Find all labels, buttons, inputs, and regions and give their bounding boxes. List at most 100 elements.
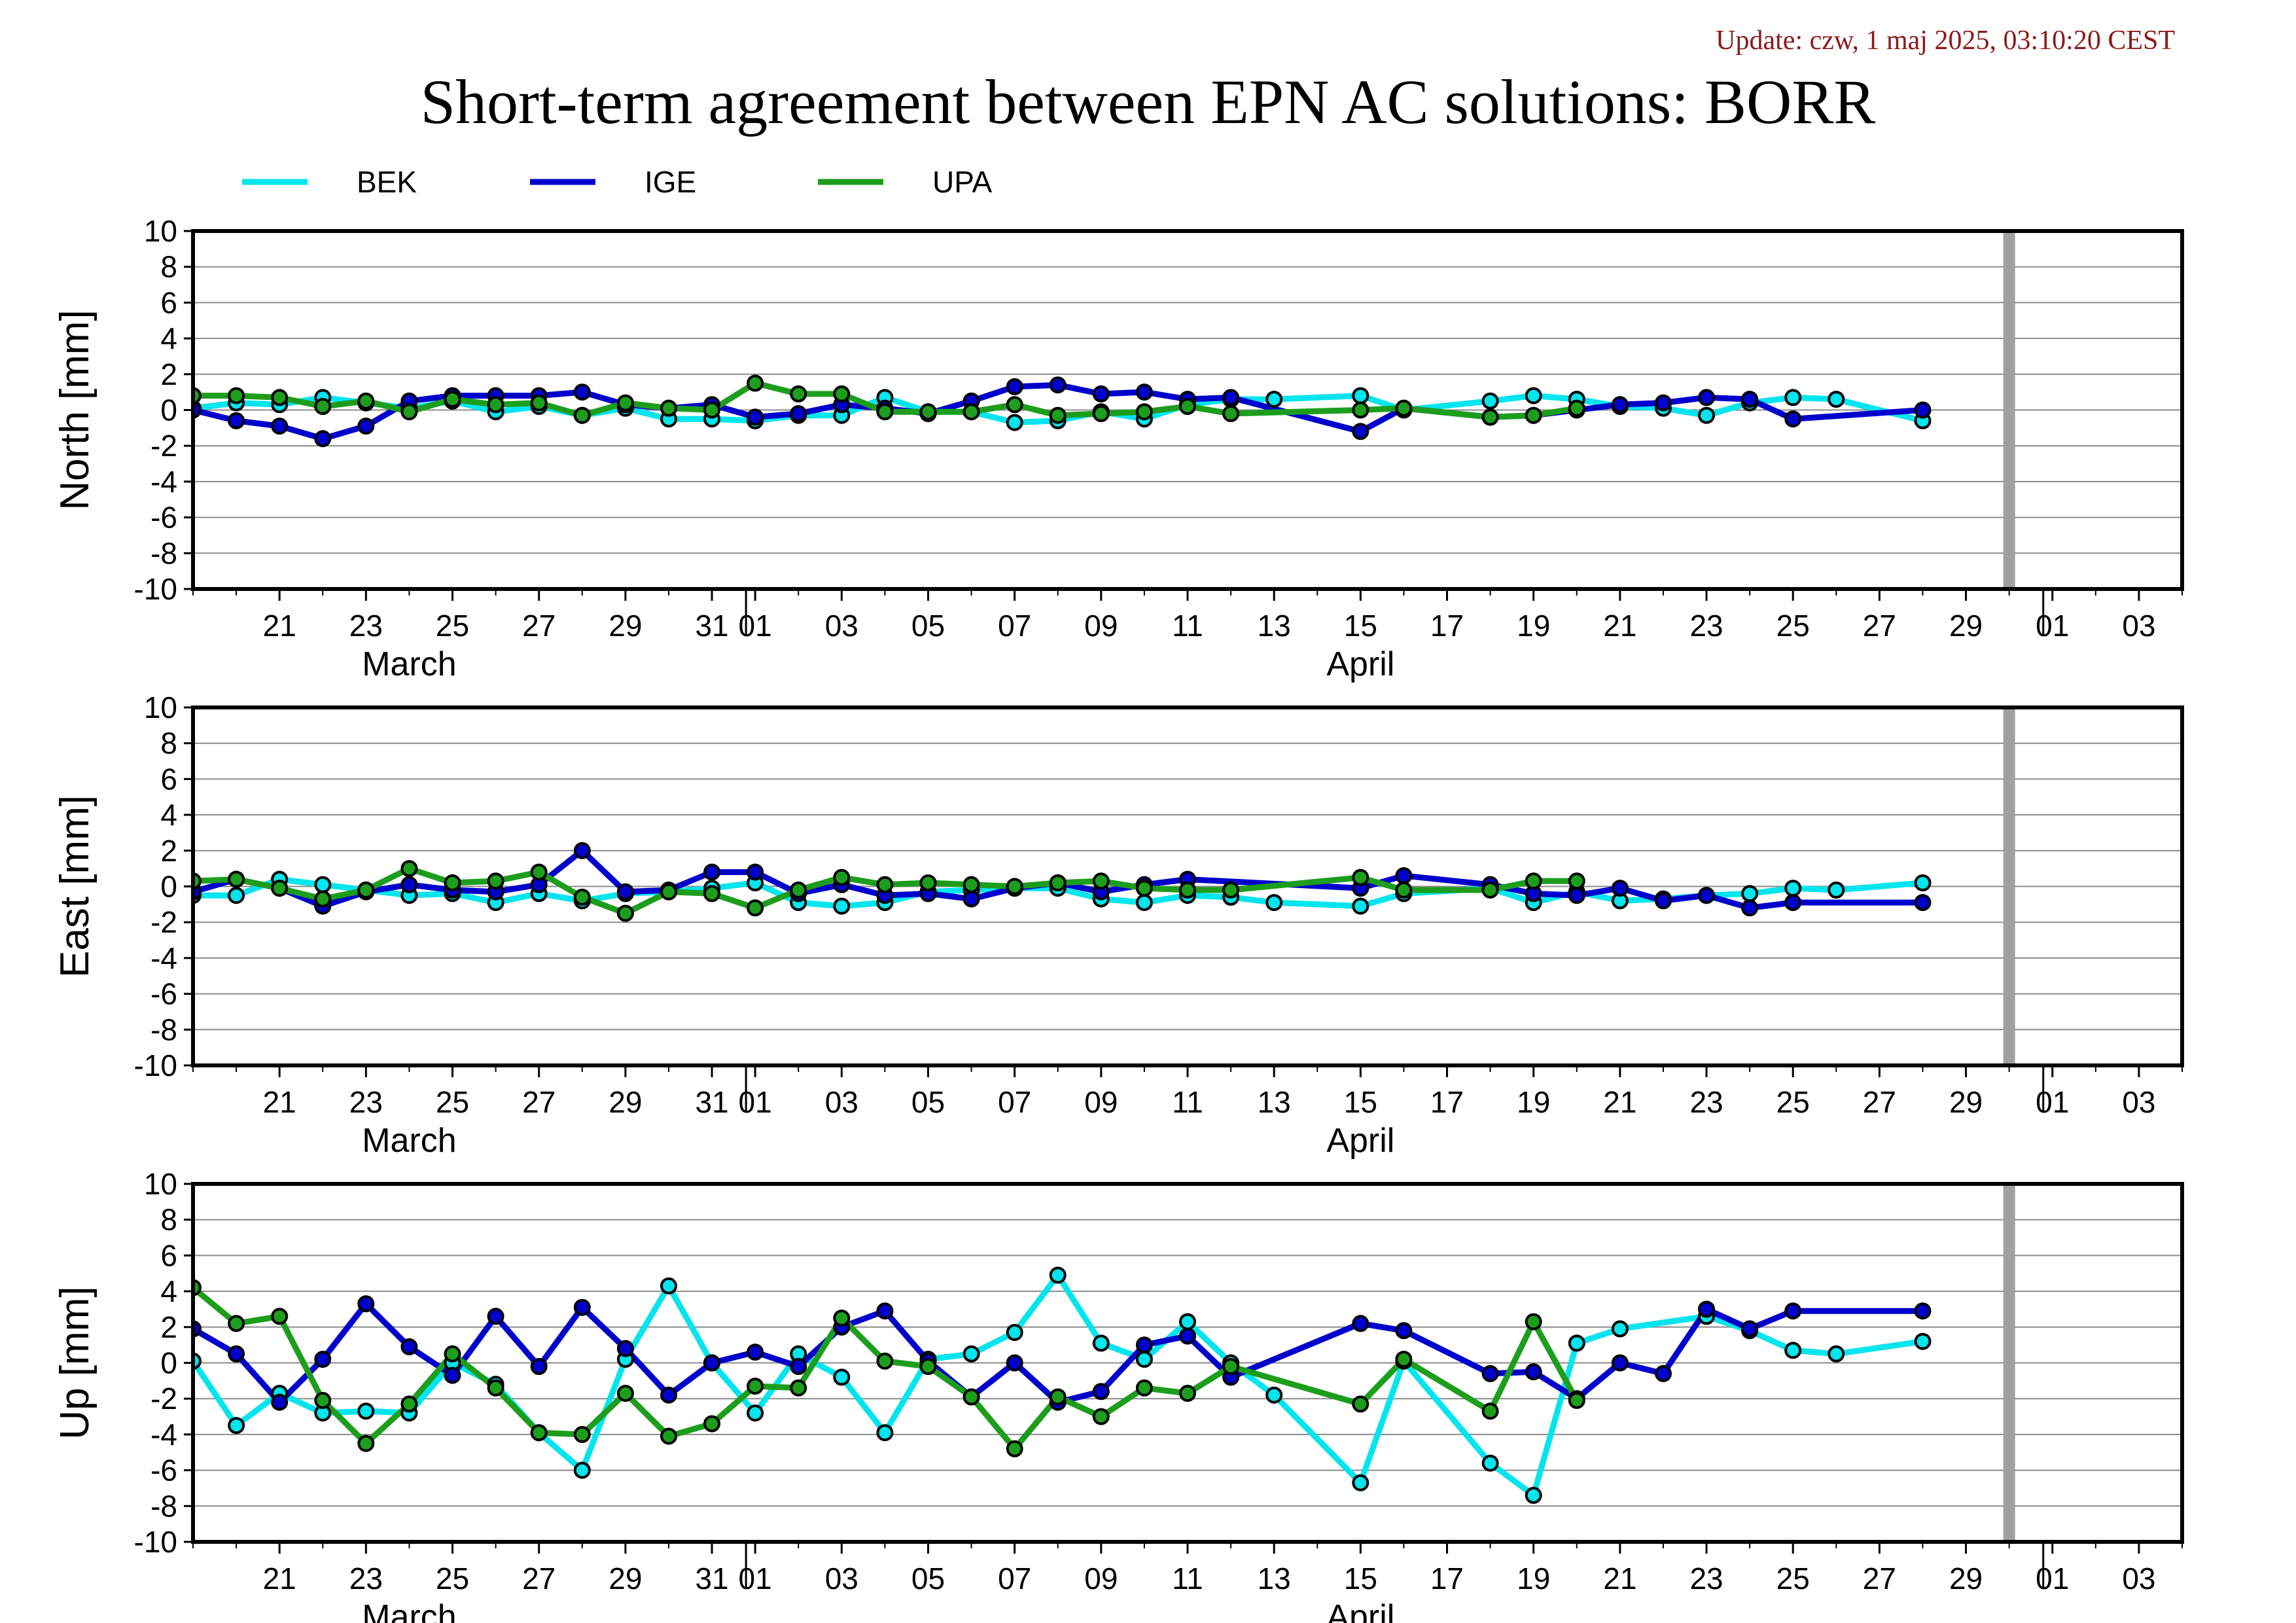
data-point-upa: [1352, 868, 1369, 886]
data-point-bek: [1784, 1342, 1802, 1359]
data-point-upa: [963, 1388, 980, 1406]
data-point-upa: [790, 882, 807, 899]
data-point-upa: [833, 1310, 851, 1327]
x-tick-label: 11: [1172, 1085, 1203, 1119]
y-tick-label: -8: [150, 1489, 177, 1523]
data-point-upa: [487, 1379, 504, 1397]
x-tick-label: 15: [1344, 1085, 1377, 1119]
y-tick-label: 8: [160, 250, 177, 284]
data-point-bek: [357, 1402, 375, 1420]
data-point-ige: [1741, 391, 1759, 408]
y-tick-label: -2: [150, 429, 177, 463]
y-tick-label: 0: [160, 870, 177, 904]
month-label: April: [1326, 645, 1394, 683]
data-point-upa: [1006, 878, 1023, 895]
data-point-upa: [703, 885, 720, 902]
data-point-bek: [747, 1404, 764, 1422]
x-tick-label: 15: [1344, 609, 1377, 643]
data-point-upa: [1568, 1391, 1585, 1409]
data-point-upa: [919, 1358, 937, 1375]
data-point-bek: [833, 1368, 851, 1386]
data-point-ige: [747, 1344, 764, 1361]
y-tick-label: 4: [160, 1274, 177, 1308]
data-point-bek: [1352, 897, 1369, 915]
data-point-upa: [1049, 1388, 1067, 1406]
data-point-bek: [1135, 894, 1153, 912]
data-point-bek: [1006, 414, 1023, 431]
x-tick-label: 05: [911, 609, 945, 643]
data-point-ige: [314, 430, 332, 448]
data-point-bek: [660, 1277, 677, 1294]
data-point-upa: [1049, 874, 1067, 891]
x-tick-label: 11: [1172, 1561, 1203, 1596]
x-tick-label: 21: [263, 1085, 296, 1119]
data-point-bek: [314, 876, 332, 893]
data-point-ige: [1611, 396, 1629, 414]
y-tick-label: 4: [160, 798, 177, 832]
data-point-upa: [400, 860, 418, 878]
data-point-upa: [790, 1379, 807, 1397]
x-tick-label: 01: [2036, 1561, 2069, 1596]
x-tick-label: 17: [1430, 1561, 1464, 1596]
x-tick-label: 03: [2122, 1085, 2155, 1119]
data-point-ige: [1092, 1383, 1110, 1400]
data-point-ige: [271, 1393, 289, 1411]
data-point-upa: [400, 1395, 418, 1413]
data-point-ige: [616, 883, 634, 901]
data-point-ige: [1179, 1327, 1196, 1345]
data-point-ige: [487, 1308, 504, 1325]
data-point-upa: [314, 890, 332, 908]
data-point-upa: [833, 868, 851, 886]
x-tick-label: 29: [1949, 609, 1983, 643]
update-timestamp: Update: czw, 1 maj 2025, 03:10:20 CEST: [1716, 26, 2175, 56]
y-tick-label: -4: [150, 465, 177, 499]
y-tick-label: -10: [134, 1048, 177, 1082]
data-point-ige: [444, 1366, 461, 1384]
data-point-upa: [357, 392, 375, 410]
data-point-upa: [1135, 880, 1153, 897]
data-point-ige: [1784, 1302, 1802, 1320]
data-point-ige: [1914, 401, 1932, 419]
data-point-upa: [1525, 872, 1542, 890]
plot-frame: [191, 229, 2184, 591]
data-point-upa: [573, 406, 591, 424]
x-tick-label: 23: [349, 609, 383, 643]
data-point-ige: [876, 1302, 894, 1320]
data-point-bek: [228, 1417, 245, 1435]
y-tick-label: -6: [150, 977, 177, 1011]
x-tick-label: 21: [1603, 1085, 1636, 1119]
data-point-bek: [1525, 387, 1542, 404]
data-point-bek: [1006, 1324, 1023, 1341]
data-point-bek: [1784, 389, 1802, 406]
data-point-upa: [271, 880, 289, 897]
y-tick-label: -8: [150, 1012, 177, 1046]
data-point-bek: [833, 897, 851, 915]
data-point-ige: [747, 863, 764, 881]
data-point-upa: [919, 874, 937, 891]
data-point-upa: [616, 904, 634, 922]
data-point-ige: [357, 1295, 375, 1313]
data-point-ige: [314, 1351, 332, 1368]
data-point-upa: [487, 872, 504, 890]
data-point-upa: [1395, 882, 1413, 899]
data-point-upa: [573, 1425, 591, 1443]
data-point-bek: [573, 1461, 591, 1479]
data-point-ige: [1784, 410, 1802, 428]
data-point-ige: [1525, 1363, 1542, 1381]
data-point-upa: [876, 1352, 894, 1370]
y-tick-label: 10: [144, 690, 177, 724]
data-point-ige: [530, 1358, 548, 1375]
data-point-bek: [1914, 874, 1932, 891]
x-tick-label: 03: [2122, 1561, 2155, 1596]
data-point-bek: [1481, 1454, 1499, 1472]
month-label: March: [362, 1122, 456, 1160]
x-tick-label: 21: [263, 1561, 296, 1596]
data-point-ige: [228, 1345, 245, 1363]
y-tick-label: 8: [160, 1203, 177, 1237]
data-point-ige: [573, 383, 591, 401]
x-tick-label: 17: [1430, 609, 1464, 643]
x-tick-label: 09: [1084, 1085, 1118, 1119]
data-point-upa: [400, 403, 418, 421]
data-point-upa: [1049, 406, 1067, 424]
